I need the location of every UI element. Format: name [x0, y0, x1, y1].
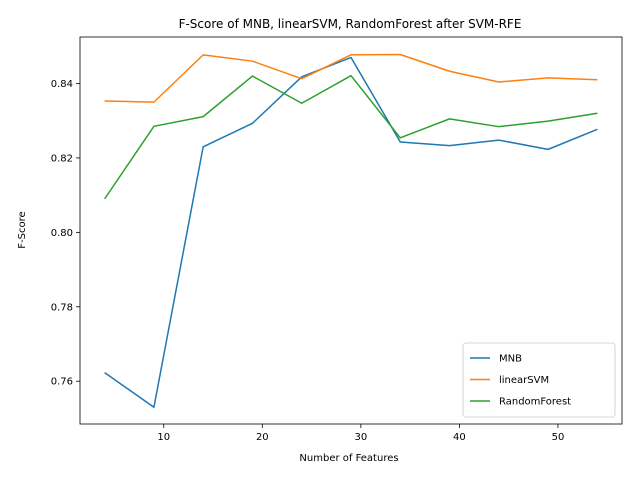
- legend-label-randomforest: RandomForest: [499, 397, 571, 408]
- y-tick-label: 0.84: [51, 79, 73, 90]
- x-tick-label: 10: [157, 432, 170, 443]
- y-tick-label: 0.78: [51, 302, 73, 313]
- legend: MNB linearSVM RandomForest: [462, 342, 616, 418]
- y-axis-label: F-Score: [17, 211, 28, 248]
- x-tick-label: 20: [256, 432, 269, 443]
- x-tick-label: 30: [354, 432, 367, 443]
- y-tick-label: 0.82: [51, 153, 73, 164]
- legend-box: [462, 342, 616, 418]
- x-axis-ticks: 10 20 30 40 50: [157, 424, 564, 443]
- x-tick-label: 40: [453, 432, 466, 443]
- y-tick-label: 0.80: [51, 228, 73, 239]
- series-line-randomforest: [104, 74, 598, 200]
- chart-title: F-Score of MNB, linearSVM, RandomForest …: [179, 17, 522, 31]
- plot-area: [79, 36, 623, 425]
- series-lines: [104, 53, 598, 408]
- legend-label-mnb: MNB: [499, 354, 522, 365]
- y-tick-label: 0.76: [51, 377, 73, 388]
- plot-frame: [79, 36, 623, 425]
- series-line-linearsvm: [104, 53, 598, 103]
- x-axis-label: Number of Features: [299, 453, 398, 464]
- legend-label-linearsvm: linearSVM: [499, 375, 549, 386]
- y-axis-ticks: 0.76 0.78 0.80 0.82 0.84: [51, 79, 80, 388]
- series-line-mnb: [104, 56, 598, 408]
- x-tick-label: 50: [552, 432, 565, 443]
